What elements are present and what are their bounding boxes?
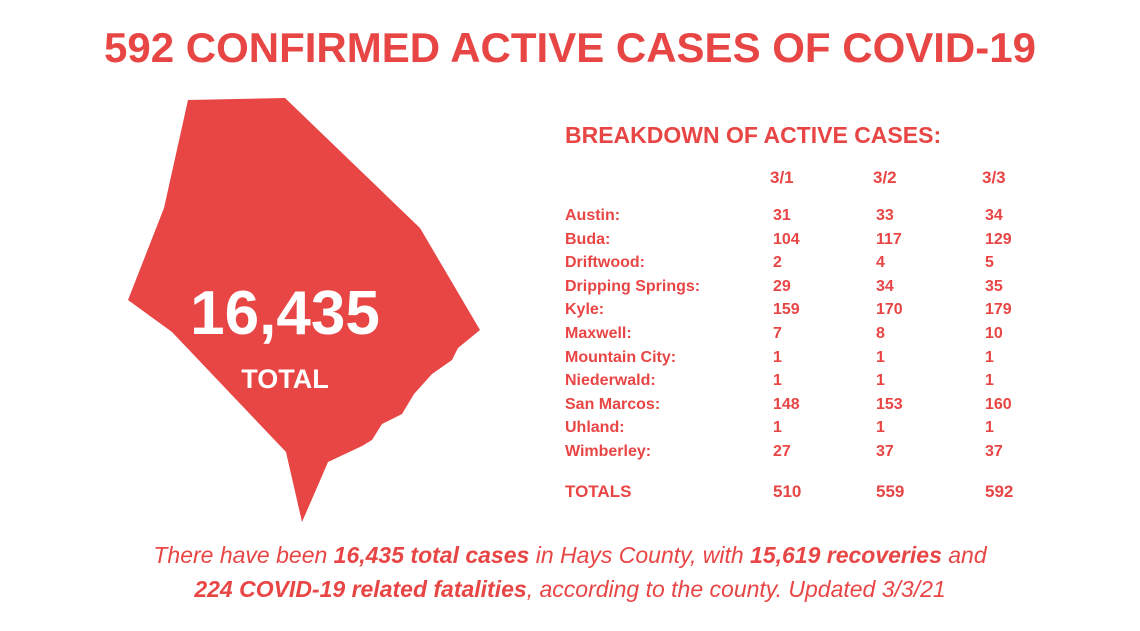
footer-emphasis: 16,435 total cases bbox=[333, 542, 530, 568]
footer-text: and bbox=[941, 542, 987, 568]
footer-line: 224 COVID-19 related fatalities, accordi… bbox=[0, 576, 1140, 603]
cell-value: 34 bbox=[985, 207, 1003, 224]
cell-value: 1 bbox=[985, 419, 994, 437]
row-label: Kyle: bbox=[565, 301, 605, 319]
footer-line: There have been 16,435 total cases in Ha… bbox=[0, 542, 1140, 569]
cell-value: 159 bbox=[773, 301, 800, 319]
title: 592 CONFIRMED ACTIVE CASES OF COVID-19 bbox=[104, 24, 1036, 71]
cell-value: 1 bbox=[985, 372, 994, 390]
cell-value: 35 bbox=[985, 277, 1003, 295]
map-label: TOTAL bbox=[241, 364, 329, 394]
row-label: Wimberley: bbox=[565, 443, 652, 460]
column-header: 3/3 bbox=[982, 168, 1006, 187]
cell-value: 1 bbox=[773, 372, 782, 390]
cell-value: 1 bbox=[876, 419, 885, 437]
total-value: 510 bbox=[773, 482, 802, 501]
row-label: Driftwood: bbox=[565, 254, 645, 272]
county-shape bbox=[128, 98, 480, 522]
row-label: Buda: bbox=[565, 230, 611, 248]
row-label: Mountain City: bbox=[565, 348, 677, 366]
cell-value: 33 bbox=[876, 207, 894, 224]
cell-value: 1 bbox=[773, 348, 782, 366]
column-header: 3/1 bbox=[770, 168, 794, 187]
cell-value: 27 bbox=[773, 443, 791, 460]
cell-value: 37 bbox=[985, 443, 1003, 460]
cell-value: 8 bbox=[876, 325, 885, 342]
cell-value: 29 bbox=[773, 277, 791, 295]
cell-value: 1 bbox=[876, 348, 885, 366]
footer-text: in Hays County, with bbox=[529, 542, 751, 568]
cell-value: 31 bbox=[773, 207, 791, 224]
cell-value: 160 bbox=[985, 395, 1012, 413]
row-label: Niederwald: bbox=[565, 372, 656, 390]
row-label: Austin: bbox=[565, 207, 621, 224]
column-header: 3/2 bbox=[873, 168, 897, 187]
footer-emphasis: 15,619 recoveries bbox=[750, 542, 942, 568]
cell-value: 170 bbox=[876, 301, 903, 319]
map-total: 16,435 bbox=[190, 279, 380, 348]
row-label: Maxwell: bbox=[565, 325, 632, 342]
row-label: San Marcos: bbox=[565, 395, 661, 413]
cell-value: 148 bbox=[773, 395, 800, 413]
county-map bbox=[128, 98, 480, 522]
cell-value: 10 bbox=[985, 325, 1003, 342]
cell-value: 179 bbox=[985, 301, 1012, 319]
cell-value: 117 bbox=[876, 230, 902, 248]
total-value: 592 bbox=[985, 482, 1014, 501]
cell-value: 2 bbox=[773, 254, 782, 272]
cell-value: 34 bbox=[876, 277, 894, 295]
cell-value: 1 bbox=[876, 372, 885, 390]
row-label: Dripping Springs: bbox=[565, 277, 701, 295]
table-title: BREAKDOWN OF ACTIVE CASES: bbox=[565, 122, 942, 148]
footer-text: There have been bbox=[153, 542, 334, 568]
cell-value: 7 bbox=[773, 325, 782, 342]
cell-value: 153 bbox=[876, 395, 903, 413]
cell-value: 104 bbox=[773, 230, 800, 248]
row-label: Uhland: bbox=[565, 419, 625, 437]
footer-emphasis: 224 COVID-19 related fatalities bbox=[194, 576, 527, 602]
cell-value: 1 bbox=[985, 348, 994, 366]
cell-value: 129 bbox=[985, 230, 1012, 248]
footer-text: , according to the county. Updated 3/3/2… bbox=[526, 576, 946, 602]
total-label: TOTALS bbox=[565, 482, 632, 501]
total-value: 559 bbox=[876, 482, 905, 501]
cell-value: 1 bbox=[773, 419, 782, 437]
cell-value: 4 bbox=[876, 254, 885, 272]
cell-value: 5 bbox=[985, 254, 994, 272]
cell-value: 37 bbox=[876, 443, 894, 460]
